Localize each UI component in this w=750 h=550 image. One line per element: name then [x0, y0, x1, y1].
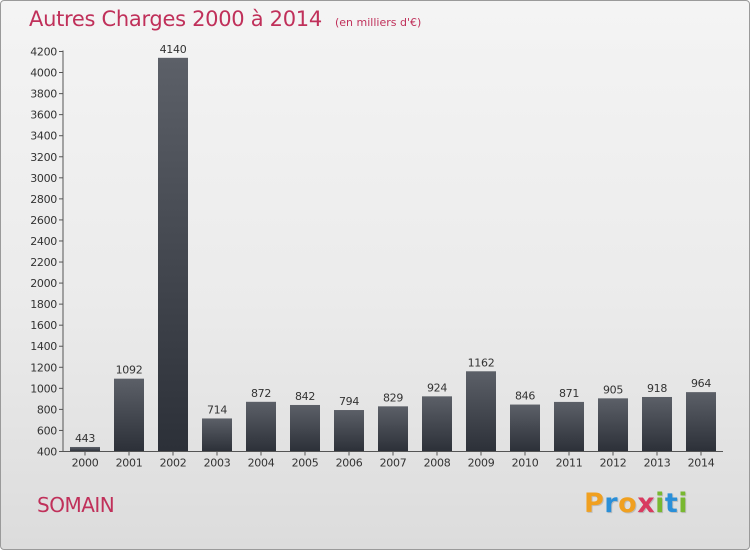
logo-letter: o — [618, 488, 638, 519]
y-tick-label: 1400 — [30, 340, 57, 353]
bar-value-label: 872 — [251, 387, 271, 400]
y-tick-label: 1000 — [30, 382, 57, 395]
logo-letter: P — [584, 488, 605, 519]
bar-value-label: 905 — [603, 383, 623, 396]
bar — [70, 446, 100, 452]
bar-value-label: 794 — [339, 395, 359, 408]
y-tick-label: 3800 — [30, 88, 57, 101]
y-tick-label: 1600 — [30, 319, 57, 332]
bar — [202, 418, 232, 452]
bar-value-label: 443 — [75, 432, 95, 445]
bar-value-label: 871 — [559, 387, 579, 400]
y-tick-label: 2200 — [30, 256, 57, 269]
proxiti-logo: Proxiti — [584, 488, 688, 519]
bar — [422, 396, 452, 452]
bar — [466, 371, 496, 452]
bar — [114, 378, 144, 452]
bar-value-label: 714 — [207, 403, 227, 416]
y-tick-label: 800 — [37, 403, 57, 416]
x-tick-label: 2009 — [468, 457, 495, 470]
bar — [158, 57, 188, 452]
bar — [378, 406, 408, 452]
bar — [642, 396, 672, 452]
y-tick-label: 2000 — [30, 277, 57, 290]
bar-value-label: 1092 — [116, 364, 143, 377]
y-tick-label: 4200 — [30, 46, 57, 59]
bar-value-label: 964 — [691, 377, 711, 390]
bars: 443 1092 4140 714 872 842 794 829 924 1162 846 871 9… — [70, 43, 716, 452]
bar-value-label: 842 — [295, 390, 315, 403]
bar — [290, 404, 320, 452]
bar-value-label: 918 — [647, 382, 667, 395]
x-axis: 2000 2001 2002 2003 2004 2005 2006 2007 2008 2009… — [63, 451, 723, 470]
x-tick-label: 2003 — [204, 457, 231, 470]
bar — [510, 404, 540, 452]
x-tick-label: 2013 — [644, 457, 671, 470]
x-tick-label: 2014 — [688, 457, 715, 470]
city-name: SOMAIN — [37, 493, 115, 517]
chart-title: Autres Charges 2000 à 2014 — [29, 7, 322, 31]
bar — [554, 401, 584, 452]
y-tick-label: 2800 — [30, 193, 57, 206]
x-tick-label: 2011 — [556, 457, 583, 470]
y-tick-label: 2400 — [30, 235, 57, 248]
bar — [598, 398, 628, 452]
y-tick-label: 2600 — [30, 214, 57, 227]
chart-unit-note: (en milliers d'€) — [335, 16, 422, 29]
y-tick-label: 4000 — [30, 67, 57, 80]
x-tick-label: 2002 — [160, 457, 187, 470]
y-tick-label: 3000 — [30, 172, 57, 185]
logo-letter: x — [637, 488, 656, 519]
x-tick-label: 2001 — [116, 457, 143, 470]
title-row: Autres Charges 2000 à 2014 (en milliers … — [29, 7, 421, 31]
bar — [334, 410, 364, 452]
x-tick-label: 2004 — [248, 457, 275, 470]
y-axis: 400 600 800 1000 1200 1400 1600 1800 2000 2200 240… — [30, 46, 64, 459]
bar-value-label: 1162 — [468, 356, 495, 369]
bar-value-label: 829 — [383, 391, 403, 404]
bar-value-label: 924 — [427, 381, 447, 394]
bar — [686, 392, 716, 452]
y-tick-label: 1800 — [30, 298, 57, 311]
x-tick-label: 2012 — [600, 457, 627, 470]
x-tick-label: 2000 — [72, 457, 99, 470]
x-tick-label: 2008 — [424, 457, 451, 470]
y-tick-label: 3200 — [30, 151, 57, 164]
x-tick-label: 2005 — [292, 457, 319, 470]
bar-value-label: 846 — [515, 390, 535, 403]
bar-value-label: 4140 — [160, 43, 187, 56]
y-tick-label: 1200 — [30, 361, 57, 374]
x-tick-label: 2006 — [336, 457, 363, 470]
y-tick-label: 400 — [37, 446, 57, 459]
bar — [246, 401, 276, 452]
logo-letter: i — [678, 488, 689, 519]
x-tick-label: 2010 — [512, 457, 539, 470]
x-tick-label: 2007 — [380, 457, 407, 470]
logo-letter: r — [604, 488, 619, 519]
y-tick-label: 600 — [37, 424, 57, 437]
y-tick-label: 3600 — [30, 109, 57, 122]
logo-letter: t — [664, 488, 679, 519]
y-tick-label: 3400 — [30, 130, 57, 143]
logo-letter: i — [655, 488, 665, 519]
